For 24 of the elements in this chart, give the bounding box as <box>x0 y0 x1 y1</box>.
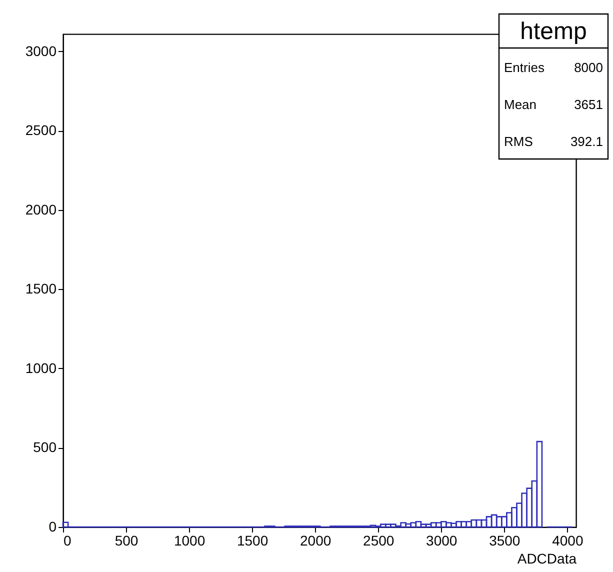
annotation: RMS <box>504 134 534 149</box>
annotation: 3651 <box>574 97 603 112</box>
x-tick-label: 2000 <box>300 532 332 548</box>
x-tick-label: 1500 <box>236 532 268 548</box>
annotation: htemp <box>520 18 587 45</box>
annotation: Mean <box>504 97 537 112</box>
x-tick-label: 0 <box>64 532 72 548</box>
x-tick-label: 3500 <box>489 532 520 548</box>
y-tick-label: 2000 <box>25 201 57 218</box>
x-tick-label: 500 <box>114 532 138 548</box>
x-tick-label: 3000 <box>426 532 458 548</box>
y-tick-label: 1000 <box>25 360 57 376</box>
x-tick-label: 2500 <box>363 532 394 548</box>
x-axis-title: ADCData <box>517 550 577 566</box>
y-tick-label: 3000 <box>25 42 57 59</box>
x-tick-label: 4000 <box>552 532 584 548</box>
x-tick-label: 1000 <box>174 532 206 548</box>
y-tick-label: 2500 <box>25 122 57 138</box>
annotation: 8000 <box>574 60 603 75</box>
annotation: Entries <box>504 60 545 75</box>
y-tick-label: 500 <box>33 439 57 456</box>
annotation: 392.1 <box>570 134 603 149</box>
y-tick-label: 1500 <box>25 280 57 297</box>
y-tick-label: 0 <box>48 518 57 534</box>
